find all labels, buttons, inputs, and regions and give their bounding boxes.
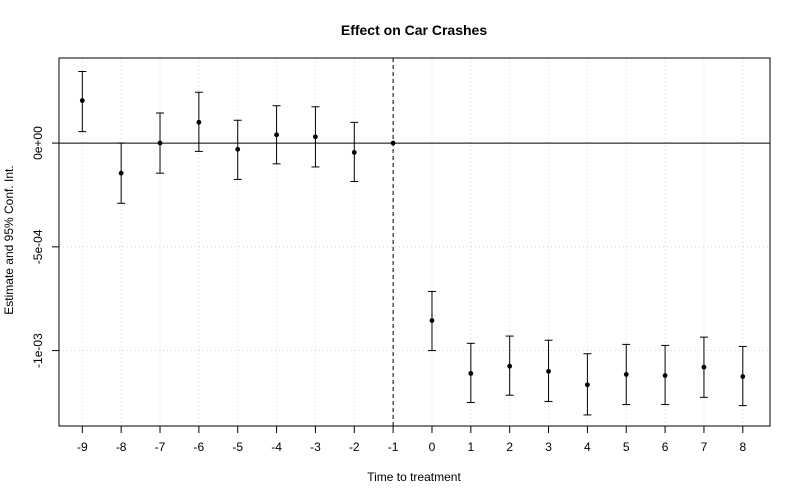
data-point bbox=[157, 140, 163, 146]
x-tick-label: 1 bbox=[467, 440, 474, 454]
data-point bbox=[662, 373, 668, 378]
x-tick-label: 5 bbox=[623, 440, 630, 454]
x-axis: -9 -8 -7 -6 -5 -4 -3 -2 -1 0 1 2 3 4 5 6 7 8 bbox=[77, 425, 746, 454]
data-point bbox=[546, 368, 551, 374]
x-tick-label: 0 bbox=[429, 440, 436, 454]
x-tick-label: 6 bbox=[662, 440, 669, 454]
x-tick-label: -7 bbox=[155, 440, 166, 454]
data-point bbox=[584, 382, 590, 388]
error-bars bbox=[78, 70, 747, 416]
x-tick-label: -1 bbox=[388, 440, 399, 454]
reference-lines bbox=[59, 58, 770, 426]
x-tick-label: -2 bbox=[349, 440, 360, 454]
data-point bbox=[429, 318, 435, 323]
plot-frame bbox=[58, 57, 771, 427]
data-point bbox=[701, 364, 707, 370]
x-tick-label: 7 bbox=[701, 440, 708, 454]
data-point bbox=[118, 170, 124, 176]
data-point bbox=[390, 140, 396, 146]
x-axis-label: Time to treatment bbox=[367, 470, 461, 484]
data-point bbox=[79, 98, 85, 103]
data-point bbox=[507, 363, 513, 369]
x-tick-label: -5 bbox=[232, 440, 243, 454]
y-tick-label: 0e+00 bbox=[31, 126, 45, 160]
x-tick-label: -6 bbox=[194, 440, 205, 454]
data-point bbox=[468, 371, 474, 376]
data-point bbox=[351, 150, 357, 155]
y-tick-label: -1e-03 bbox=[31, 333, 45, 368]
y-tick-label: -5e-04 bbox=[31, 229, 45, 264]
x-tick-label: -8 bbox=[116, 440, 127, 454]
grid-lines bbox=[59, 58, 770, 426]
data-point bbox=[623, 372, 629, 377]
x-tick-label: -4 bbox=[271, 440, 282, 454]
data-point bbox=[196, 119, 202, 125]
y-axis: 0e+00 -5e-04 -1e-03 bbox=[31, 126, 60, 368]
data-point bbox=[274, 132, 279, 138]
x-tick-label: 2 bbox=[506, 440, 513, 454]
x-tick-label: -9 bbox=[77, 440, 88, 454]
chart-title: Effect on Car Crashes bbox=[341, 22, 487, 38]
data-point bbox=[235, 146, 241, 152]
y-axis-label: Estimate and 95% Conf. Int. bbox=[2, 165, 16, 314]
data-point bbox=[740, 374, 746, 379]
data-points bbox=[79, 98, 746, 388]
x-tick-label: 8 bbox=[739, 440, 746, 454]
data-point bbox=[313, 134, 318, 140]
x-tick-label: 4 bbox=[584, 440, 591, 454]
x-tick-label: -3 bbox=[310, 440, 321, 454]
x-tick-label: 3 bbox=[545, 440, 552, 454]
